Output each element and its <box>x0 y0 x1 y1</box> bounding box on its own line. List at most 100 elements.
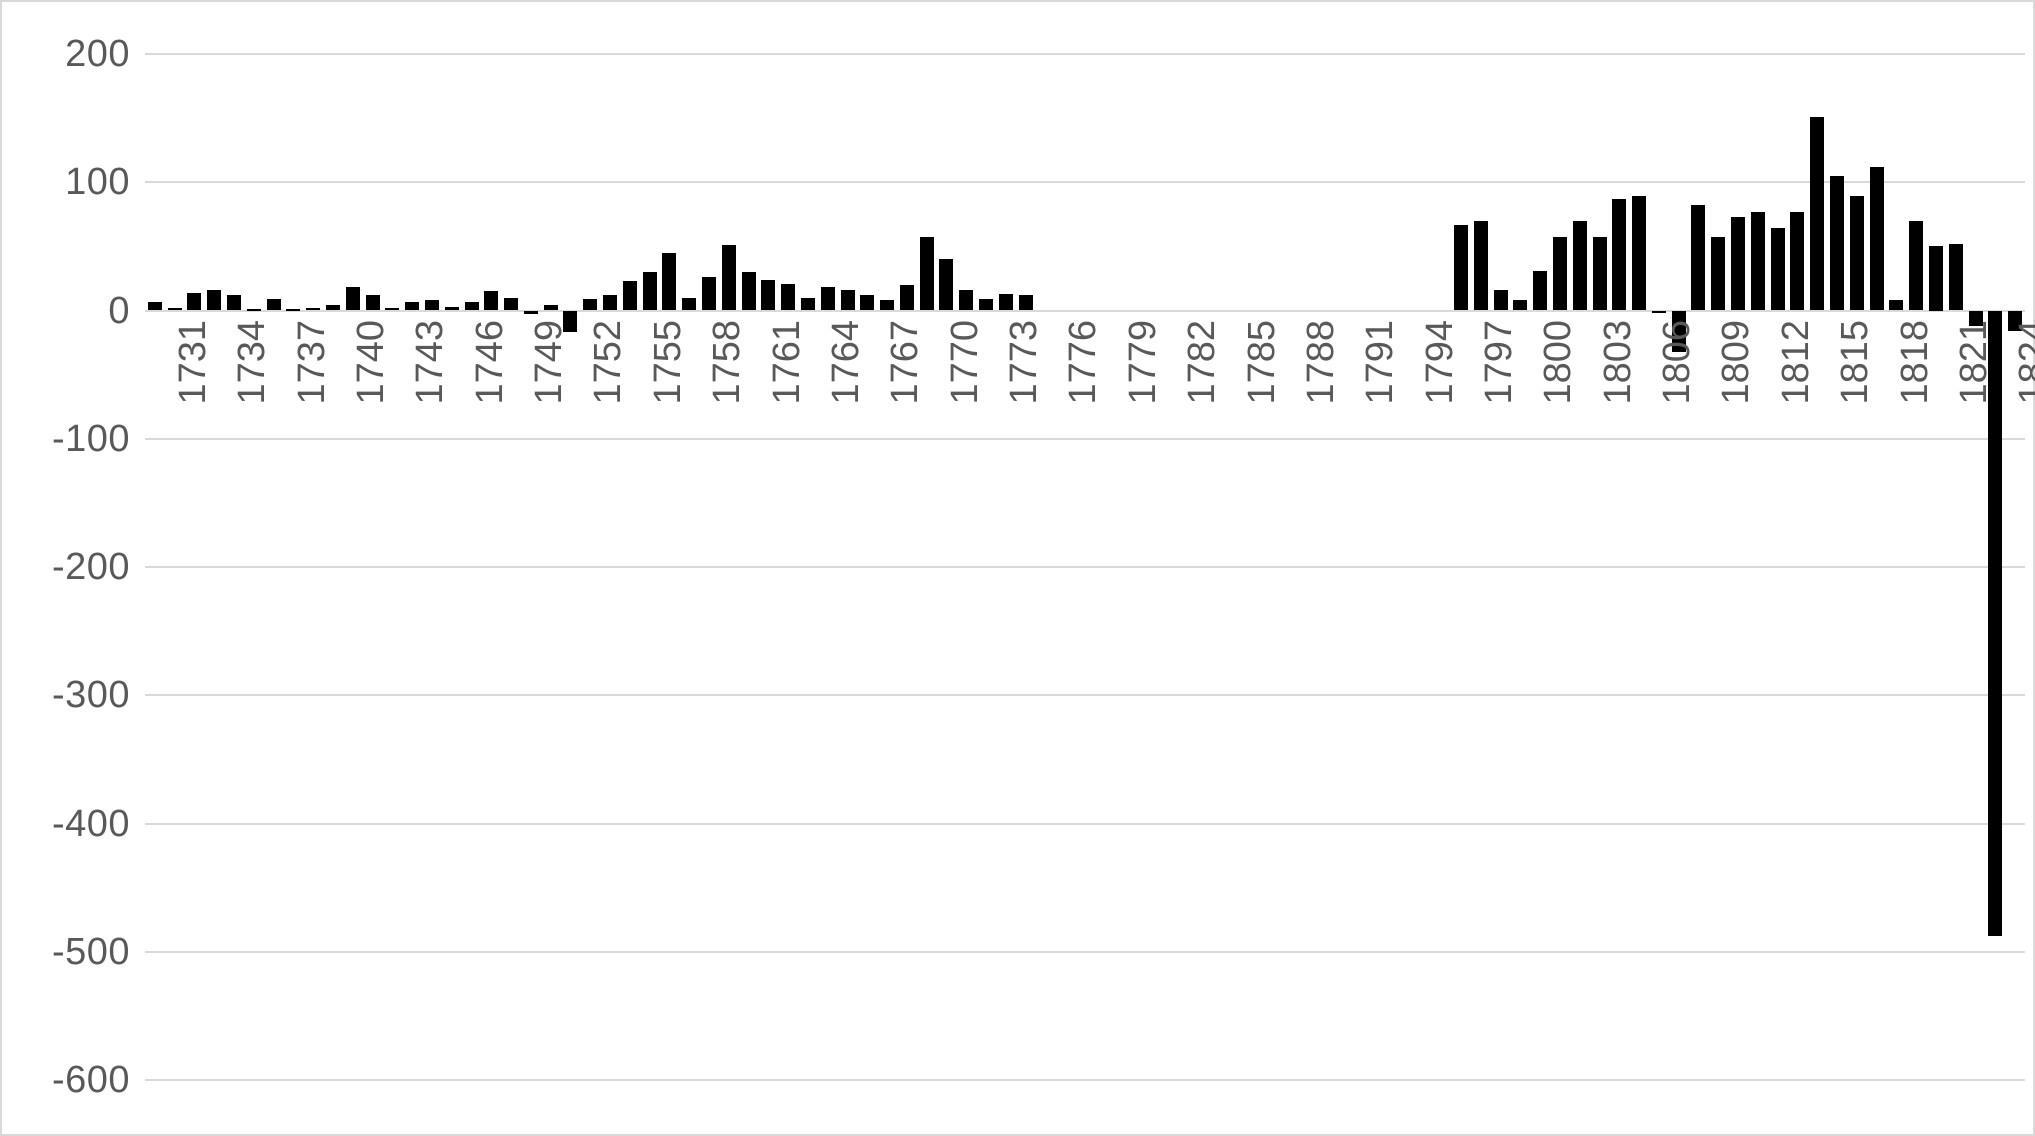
x-tick-label-1740: 1740 <box>350 320 392 405</box>
y-tick-label--300: -300 <box>51 674 130 717</box>
bar-1812 <box>1750 211 1765 311</box>
bar-1801 <box>1533 270 1548 311</box>
bar-1756 <box>642 272 657 311</box>
x-tick-label-1773: 1773 <box>1003 320 1046 405</box>
gridline-0 <box>145 309 2025 312</box>
gridline--300 <box>145 694 2025 697</box>
bar-1821 <box>1928 246 1943 311</box>
y-axis-tick-labels: 200 100 0 -100 -200 -300 -400 -500 -600 <box>2 12 130 1120</box>
bar-1806 <box>1632 196 1647 311</box>
bar-1761 <box>741 272 756 311</box>
x-tick-label-1806: 1806 <box>1656 320 1699 405</box>
bar-1810 <box>1711 237 1726 311</box>
bar-1754 <box>603 295 618 311</box>
bar-1772 <box>959 289 974 311</box>
bar-1735 <box>227 295 242 311</box>
bar-1733 <box>187 292 202 311</box>
bar-1767 <box>860 295 875 311</box>
gridline--100 <box>145 437 2025 440</box>
x-tick-label-1818: 1818 <box>1893 320 1936 405</box>
bar-1753 <box>583 298 598 311</box>
bar-1803 <box>1572 220 1587 311</box>
bar-1741 <box>345 287 360 311</box>
bar-1731 <box>147 301 162 311</box>
y-tick-label-100: 100 <box>65 161 130 204</box>
x-tick-label-1761: 1761 <box>765 320 808 405</box>
bar-1762 <box>761 279 776 311</box>
x-tick-label-1743: 1743 <box>409 320 452 405</box>
bar-1747 <box>464 301 479 311</box>
bar-1742 <box>365 295 380 311</box>
bar-1760 <box>721 245 736 311</box>
bar-1814 <box>1790 211 1805 311</box>
x-tick-label-1821: 1821 <box>1952 320 1995 405</box>
x-tick-label-1803: 1803 <box>1596 320 1639 405</box>
y-tick-label--600: -600 <box>51 1059 130 1101</box>
bar-1825 <box>2008 310 2023 332</box>
bar-1736 <box>246 309 261 312</box>
bar-1738 <box>286 309 301 312</box>
bar-1809 <box>1691 205 1706 311</box>
y-tick-label--400: -400 <box>51 802 130 845</box>
gridline-100 <box>145 181 2025 184</box>
x-tick-label-1764: 1764 <box>824 320 867 405</box>
bar-1765 <box>820 287 835 311</box>
bar-1818 <box>1869 166 1884 311</box>
bar-1739 <box>306 307 321 311</box>
y-tick-label--100: -100 <box>51 417 130 460</box>
bar-1732 <box>167 307 182 311</box>
y-tick-label--200: -200 <box>51 546 130 588</box>
x-tick-label-1782: 1782 <box>1181 320 1224 405</box>
bar-1798 <box>1473 220 1488 311</box>
x-tick-label-1815: 1815 <box>1834 320 1877 405</box>
bar-1768 <box>880 300 895 311</box>
x-tick-label-1788: 1788 <box>1299 320 1342 405</box>
bar-1811 <box>1731 216 1746 311</box>
bar-1745 <box>424 300 439 311</box>
bar-1770 <box>919 237 934 311</box>
bar-1816 <box>1830 175 1844 311</box>
x-tick-label-1779: 1779 <box>1121 320 1164 405</box>
bar-1775 <box>1018 295 1033 311</box>
plot-area <box>145 12 2025 1120</box>
gridline--500 <box>145 950 2025 953</box>
bar-1805 <box>1612 198 1627 311</box>
bar-1822 <box>1948 243 1963 311</box>
bar-1746 <box>444 306 459 311</box>
x-tick-label-1794: 1794 <box>1418 320 1461 405</box>
bar-1758 <box>682 297 697 311</box>
bar-1815 <box>1810 116 1825 311</box>
bar-1799 <box>1493 289 1508 311</box>
x-axis-tick-labels: 1731 1734 1737 1740 1743 1746 1749 1752 1755 1758… <box>145 320 2035 460</box>
y-tick-label-0: 0 <box>108 289 130 332</box>
bar-1744 <box>405 301 420 311</box>
x-tick-label-1800: 1800 <box>1537 320 1580 405</box>
x-tick-label-1731: 1731 <box>171 320 214 405</box>
bar-1797 <box>1454 224 1468 311</box>
bar-1769 <box>899 284 914 311</box>
x-tick-label-1737: 1737 <box>290 320 333 405</box>
bar-1751 <box>543 305 558 311</box>
x-tick-label-1776: 1776 <box>1062 320 1105 405</box>
x-tick-label-1797: 1797 <box>1478 320 1520 405</box>
bar-1813 <box>1770 228 1785 311</box>
bar-1802 <box>1552 237 1567 311</box>
bar-1807 <box>1651 310 1666 313</box>
x-tick-label-1809: 1809 <box>1715 320 1758 405</box>
bar-1740 <box>326 305 340 311</box>
bar-1764 <box>800 297 815 311</box>
bar-1763 <box>781 283 796 311</box>
x-tick-label-1758: 1758 <box>706 320 749 405</box>
bar-1824 <box>1988 310 2003 937</box>
gridline--200 <box>145 566 2025 568</box>
bar-1800 <box>1513 300 1528 311</box>
bar-1823 <box>1968 310 1983 326</box>
x-tick-label-1749: 1749 <box>528 320 571 405</box>
bar-1734 <box>207 289 222 311</box>
gridline--400 <box>145 822 2025 825</box>
x-tick-label-1824: 1824 <box>2012 320 2035 405</box>
y-tick-label-200: 200 <box>65 33 130 75</box>
x-tick-label-1734: 1734 <box>231 320 274 405</box>
bar-1755 <box>622 281 637 311</box>
bar-1748 <box>484 291 499 311</box>
